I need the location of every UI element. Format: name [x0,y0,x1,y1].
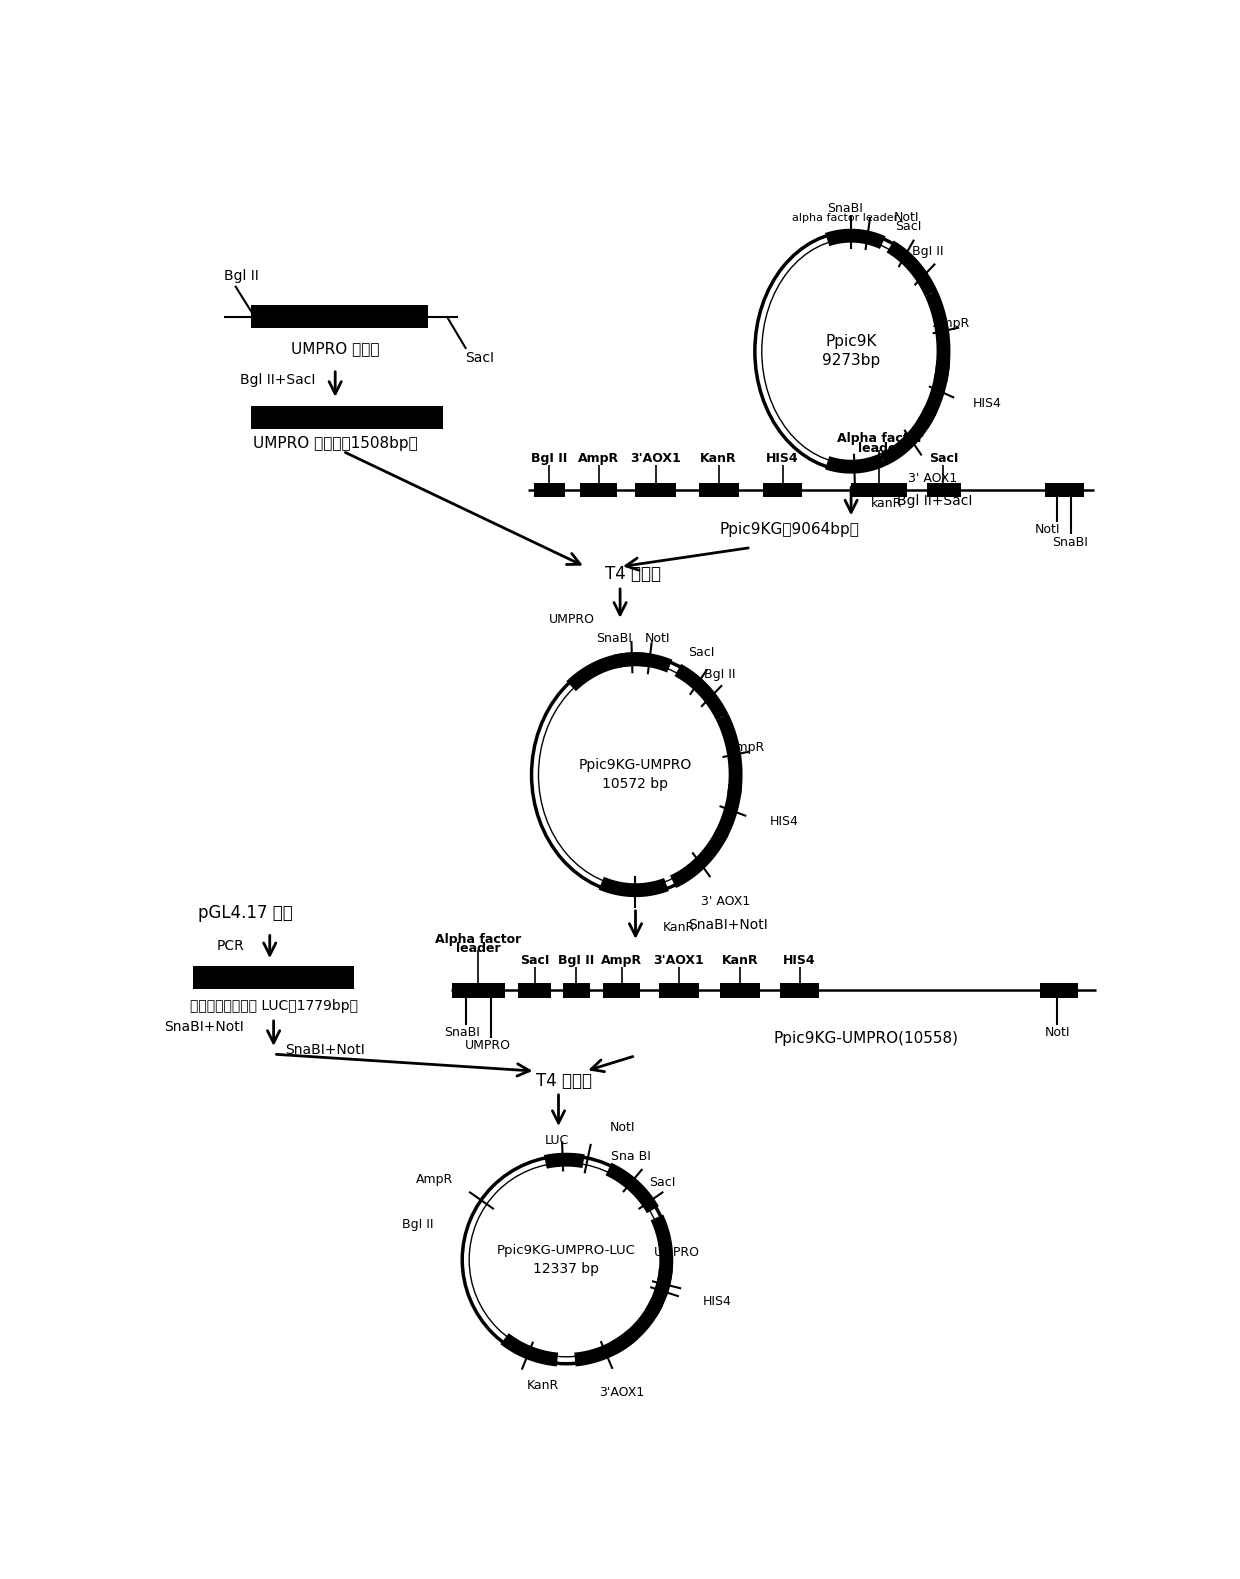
Text: HIS4: HIS4 [770,815,799,829]
Text: Bgl II: Bgl II [223,270,258,284]
Text: SacI: SacI [520,954,549,966]
Text: HIS4: HIS4 [784,954,816,966]
Text: Sna BI: Sna BI [611,1150,651,1162]
Text: 9273bp: 9273bp [822,354,880,368]
Bar [518,982,551,998]
Bar [1040,982,1079,998]
Text: leader: leader [456,943,501,955]
Text: SacI: SacI [465,351,495,365]
Bar [603,982,640,998]
Text: HIS4: HIS4 [766,452,799,464]
Text: kanR: kanR [870,497,903,510]
Text: UMPRO: UMPRO [465,1039,511,1052]
Text: pGL4.17 载体: pGL4.17 载体 [198,905,293,922]
Text: KanR: KanR [662,921,694,933]
Text: leader: leader [858,442,903,455]
Text: SnaBI+NotI: SnaBI+NotI [285,1044,365,1058]
Text: UMPRO: UMPRO [549,613,595,625]
Bar [698,483,739,497]
Bar [1045,483,1084,497]
Text: BgI II: BgI II [911,245,944,257]
Bar [851,483,906,497]
Text: 3'AOX1: 3'AOX1 [653,954,704,966]
Bar [764,483,802,497]
Text: SacI: SacI [895,219,921,232]
Text: UMPRO 启动子（1508bp）: UMPRO 启动子（1508bp） [253,436,418,452]
Text: NotI: NotI [1045,1026,1070,1039]
Bar [635,483,676,497]
Text: NotI: NotI [645,632,670,644]
Text: NotI: NotI [610,1121,635,1134]
Text: Ppic9KG-UMPRO-LUC: Ppic9KG-UMPRO-LUC [497,1244,636,1257]
Text: SacI: SacI [688,646,714,658]
Bar [926,483,961,497]
Text: UMPRO 启动子: UMPRO 启动子 [291,341,379,357]
Text: SnaBI: SnaBI [444,1026,480,1039]
Text: KanR: KanR [722,954,759,966]
Text: Bgl II+SacI: Bgl II+SacI [239,373,315,387]
Text: NotI: NotI [894,212,919,224]
Text: SacI: SacI [929,452,959,464]
Text: Alpha factor: Alpha factor [435,933,522,946]
Text: Bgl II+SacI: Bgl II+SacI [898,494,972,508]
Text: alpha factor leader: alpha factor leader [792,213,898,223]
Text: NotI: NotI [1034,523,1060,537]
Bar [250,406,443,429]
Text: 3'AOX1: 3'AOX1 [630,452,681,464]
Bar [658,982,698,998]
Text: AmpR: AmpR [932,317,970,330]
Text: KanR: KanR [527,1378,559,1391]
Bar [563,982,590,998]
Text: Alpha factor: Alpha factor [837,433,924,445]
Text: 3' AOX1: 3' AOX1 [701,895,750,908]
Text: UMPRO: UMPRO [655,1246,701,1258]
Text: BgI II: BgI II [402,1219,433,1232]
Text: BgI II: BgI II [703,668,735,682]
Text: SnaBI: SnaBI [596,632,632,644]
Text: HIS4: HIS4 [702,1295,732,1307]
Text: SnaBI+NotI: SnaBI+NotI [688,917,768,932]
Text: Ppic9KG-UMPRO: Ppic9KG-UMPRO [579,758,692,772]
Bar [453,982,505,998]
Text: T4 连接酶: T4 连接酶 [536,1072,591,1090]
Bar [192,966,355,988]
Text: SnaBI: SnaBI [1053,535,1089,548]
Text: BgI II: BgI II [558,954,594,966]
Text: Ppic9K: Ppic9K [826,335,877,349]
Text: Ppic9KG（9064bp）: Ppic9KG（9064bp） [719,523,859,537]
Text: 3'AOX1: 3'AOX1 [599,1386,644,1399]
Bar [780,982,818,998]
Text: T4 连接酶: T4 连接酶 [605,565,661,584]
Text: SnaBI+NotI: SnaBI+NotI [165,1020,244,1034]
Text: AmpR: AmpR [578,452,619,464]
Text: PCR: PCR [217,940,244,954]
Text: 荧光素酶报告基因 LUC（1779bp）: 荧光素酶报告基因 LUC（1779bp） [190,998,357,1012]
Text: BgI II: BgI II [531,452,568,464]
Text: AmpR: AmpR [601,954,642,966]
Bar [250,305,428,328]
Text: AmpR: AmpR [728,741,765,755]
Text: KanR: KanR [701,452,737,464]
Text: 3' AOX1: 3' AOX1 [908,472,957,485]
Bar [580,483,618,497]
Text: HIS4: HIS4 [973,396,1002,411]
Text: AmpR: AmpR [415,1173,453,1186]
Bar [720,982,760,998]
Bar [534,483,564,497]
Text: SacI: SacI [649,1176,676,1189]
Text: 10572 bp: 10572 bp [603,777,668,791]
Text: Ppic9KG-UMPRO(10558): Ppic9KG-UMPRO(10558) [774,1031,959,1045]
Text: SnaBI: SnaBI [827,202,863,215]
Text: 12337 bp: 12337 bp [533,1262,599,1276]
Text: LUC: LUC [544,1134,569,1146]
